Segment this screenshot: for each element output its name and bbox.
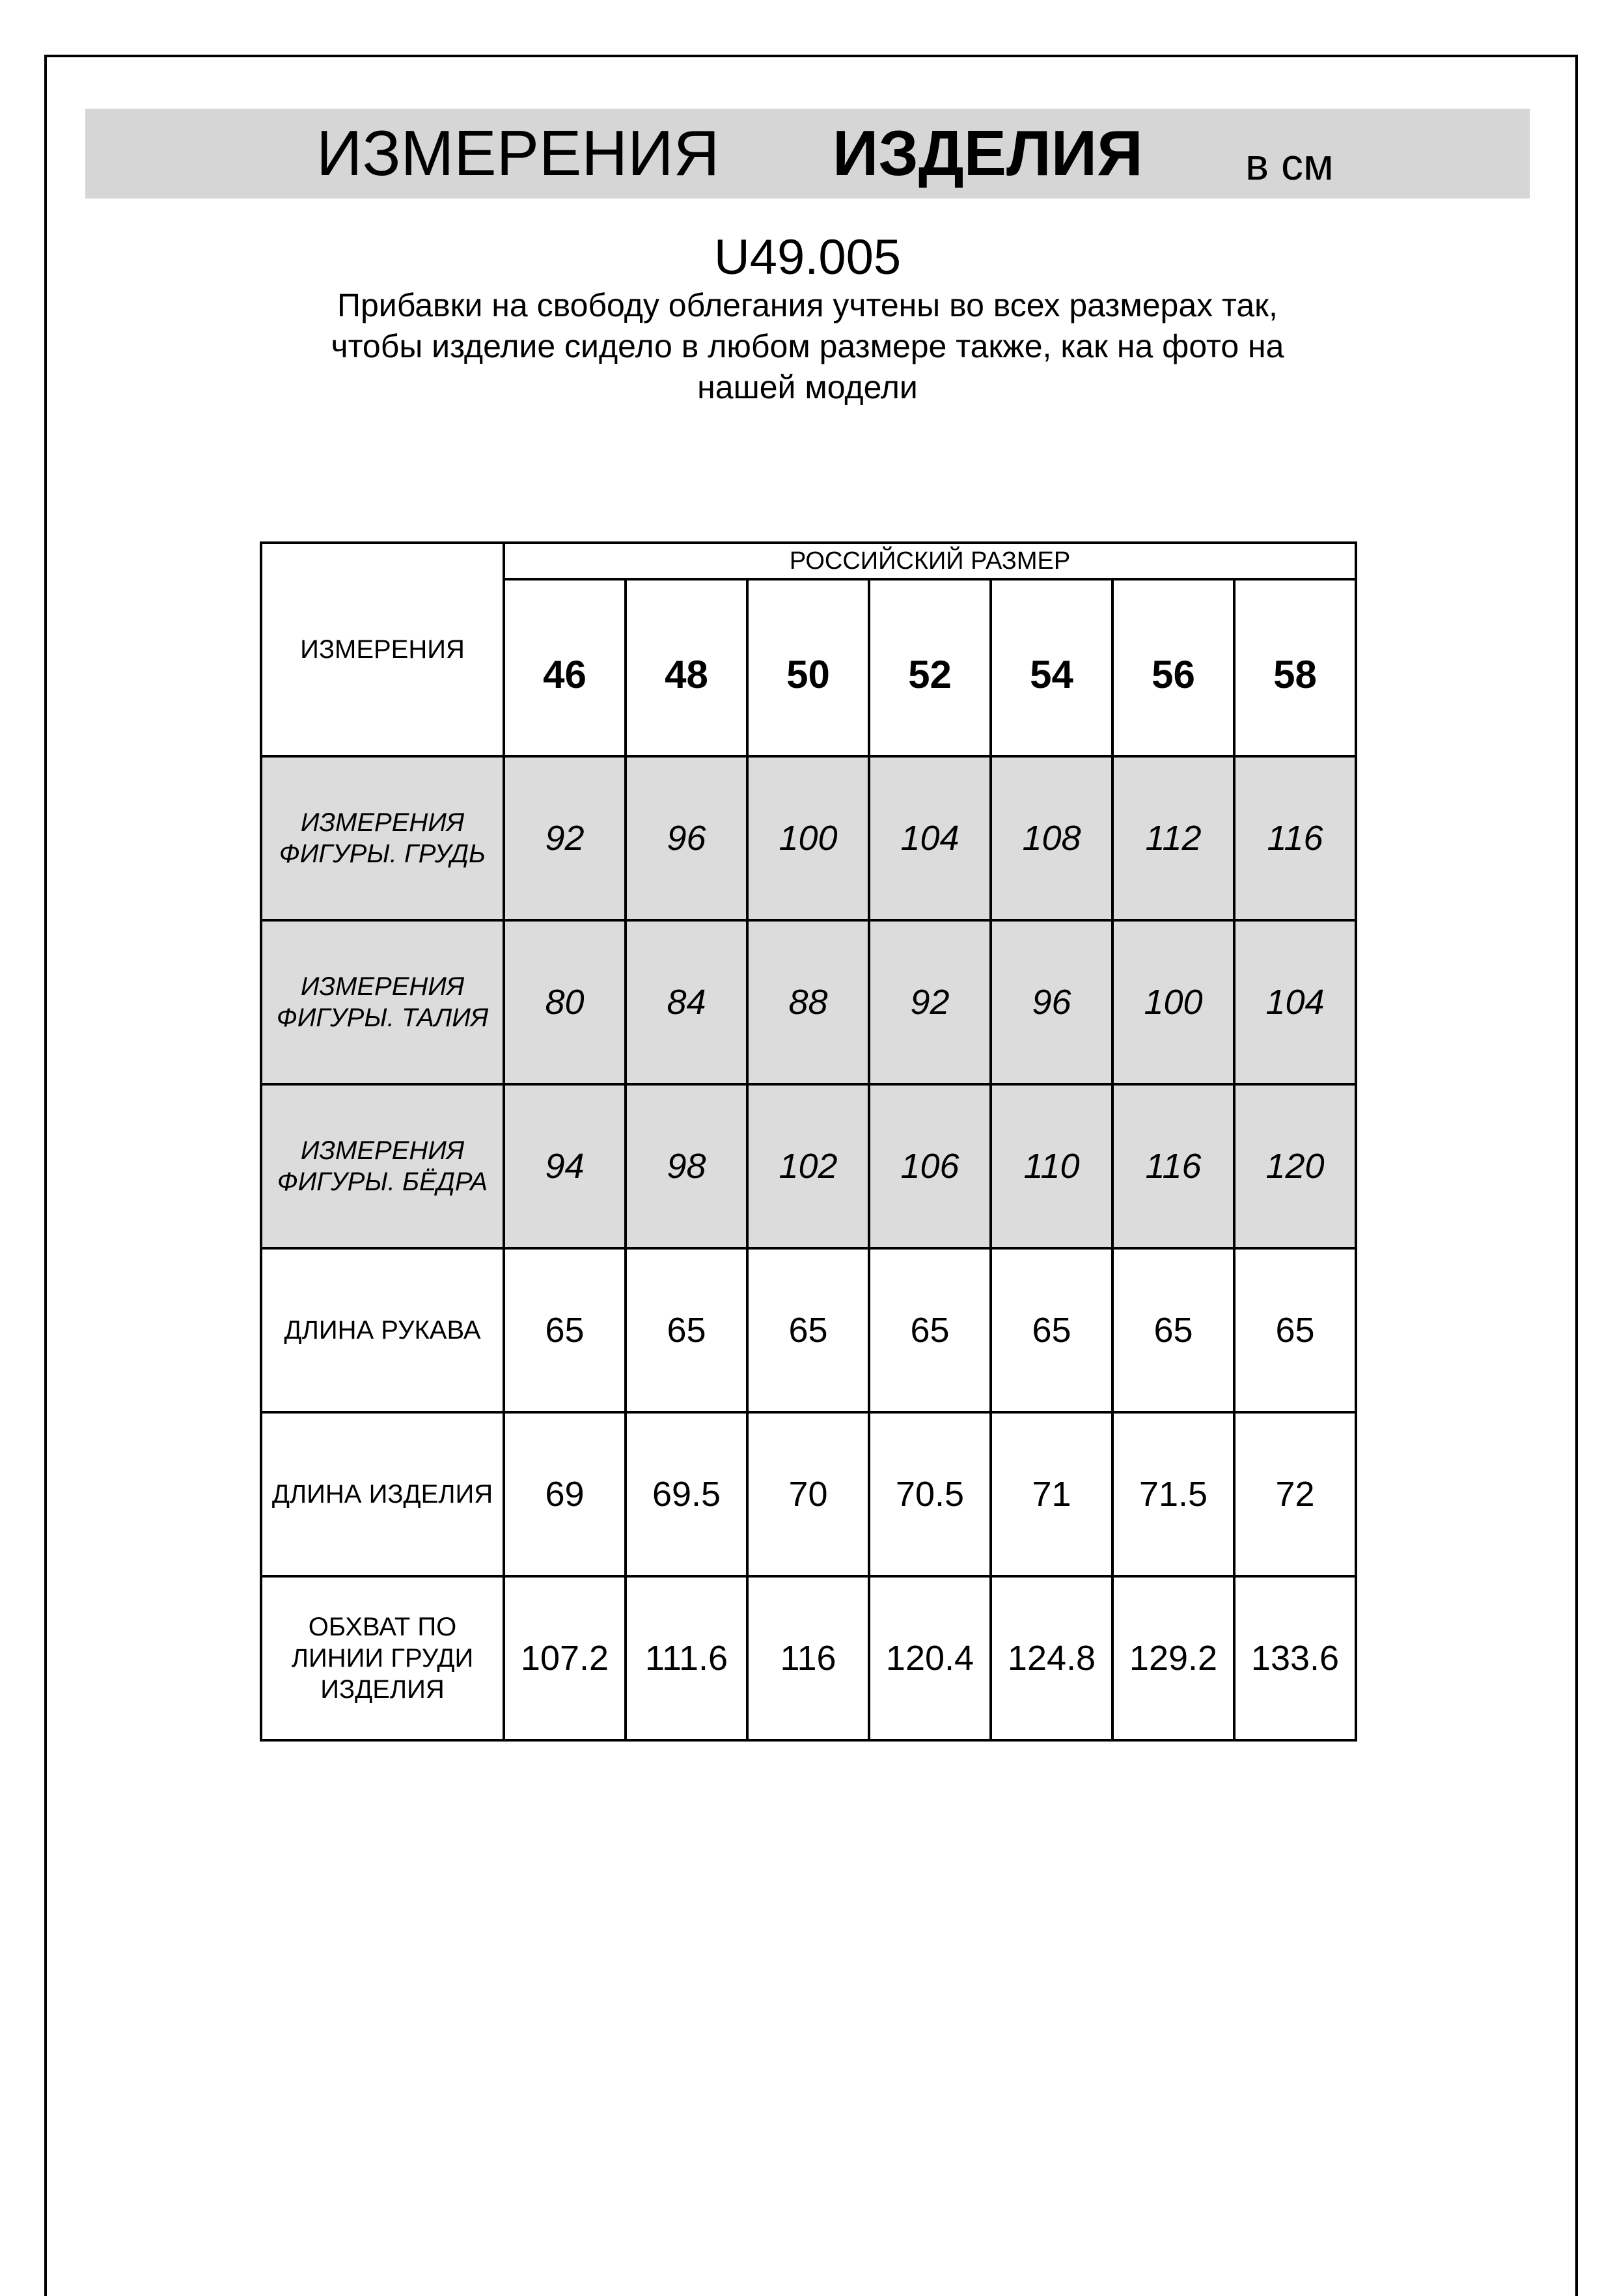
value-cell: 94	[503, 1083, 627, 1250]
title-band: ИЗМЕРЕНИЯ ИЗДЕЛИЯ в см	[85, 109, 1530, 198]
row-label: ИЗМЕРЕНИЯ ФИГУРЫ. ГРУДЬ	[260, 755, 505, 922]
value-cell: 70.5	[868, 1411, 992, 1578]
value-cell: 100	[1111, 919, 1235, 1086]
row-label-line: ДЛИНА ИЗДЕЛИЯ	[271, 1480, 493, 1509]
value-cell: 104	[868, 755, 992, 922]
note-line: Прибавки на свободу облегания учтены во …	[337, 287, 1278, 323]
value-cell: 120	[1233, 1083, 1357, 1250]
row-label-line: ОБХВАТ ПО	[308, 1613, 457, 1641]
value-cell: 71.5	[1111, 1411, 1235, 1578]
title-product: ИЗДЕЛИЯ	[833, 117, 1143, 189]
row-label-line: ЛИНИИ ГРУДИ	[291, 1644, 474, 1673]
value-cell: 69.5	[624, 1411, 749, 1578]
row-label-line: ФИГУРЫ. ТАЛИЯ	[276, 1004, 489, 1032]
row-label-line: ДЛИНА РУКАВА	[284, 1316, 481, 1345]
group-header: РОССИЙСКИЙ РАЗМЕР	[503, 541, 1357, 581]
row-label-line: ИЗМЕРЕНИЯ	[300, 972, 465, 1001]
value-cell: 111.6	[624, 1575, 749, 1742]
value-cell: 80	[503, 919, 627, 1086]
value-cell: 100	[746, 755, 870, 922]
value-cell: 70	[746, 1411, 870, 1578]
note-line: нашей модели	[697, 369, 918, 405]
value-cell: 69	[503, 1411, 627, 1578]
value-cell: 92	[868, 919, 992, 1086]
value-cell: 72	[1233, 1411, 1357, 1578]
value-cell: 116	[746, 1575, 870, 1742]
value-cell: 116	[1111, 1083, 1235, 1250]
value-cell: 88	[746, 919, 870, 1086]
row-label: ИЗМЕРЕНИЯ ФИГУРЫ. ТАЛИЯ	[260, 919, 505, 1086]
row-label: ДЛИНА РУКАВА	[260, 1247, 505, 1414]
row-label: ИЗМЕРЕНИЯ ФИГУРЫ. БЁДРА	[260, 1083, 505, 1250]
fit-note: Прибавки на свободу облегания учтены во …	[195, 285, 1420, 408]
size-table: ИЗМЕРЕНИЯ РОССИЙСКИЙ РАЗМЕР 46 48 50 52 54 56…	[260, 541, 1357, 1742]
value-cell: 65	[868, 1247, 992, 1414]
table-row: ДЛИНА РУКАВА 65 65 65 65 65 65 65	[260, 1247, 1357, 1414]
value-cell: 112	[1111, 755, 1235, 922]
size-header: 56	[1111, 578, 1235, 758]
note-line: чтобы изделие сидело в любом размере так…	[331, 328, 1284, 364]
size-header: 52	[868, 578, 992, 758]
corner-label: ИЗМЕРЕНИЯ	[260, 541, 505, 758]
row-label: ОБХВАТ ПО ЛИНИИ ГРУДИ ИЗДЕЛИЯ	[260, 1575, 505, 1742]
size-header: 54	[989, 578, 1114, 758]
value-cell: 71	[989, 1411, 1114, 1578]
value-cell: 104	[1233, 919, 1357, 1086]
value-cell: 84	[624, 919, 749, 1086]
value-cell: 96	[624, 755, 749, 922]
value-cell: 65	[1111, 1247, 1235, 1414]
table-row: ИЗМЕРЕНИЯ ФИГУРЫ. БЁДРА 94 98 102 106 110 116 12…	[260, 1083, 1357, 1250]
value-cell: 65	[503, 1247, 627, 1414]
row-label-line: ИЗМЕРЕНИЯ	[300, 1136, 465, 1165]
value-cell: 129.2	[1111, 1575, 1235, 1742]
value-cell: 65	[1233, 1247, 1357, 1414]
value-cell: 124.8	[989, 1575, 1114, 1742]
value-cell: 92	[503, 755, 627, 922]
size-header: 58	[1233, 578, 1357, 758]
product-code: U49.005	[713, 230, 902, 285]
value-cell: 96	[989, 919, 1114, 1086]
value-cell: 65	[989, 1247, 1114, 1414]
value-cell: 98	[624, 1083, 749, 1250]
size-header: 48	[624, 578, 749, 758]
row-label: ДЛИНА ИЗДЕЛИЯ	[260, 1411, 505, 1578]
title-unit: в см	[1245, 140, 1334, 189]
value-cell: 133.6	[1233, 1575, 1357, 1742]
value-cell: 107.2	[503, 1575, 627, 1742]
table-row: ОБХВАТ ПО ЛИНИИ ГРУДИ ИЗДЕЛИЯ 107.2 111.6 116…	[260, 1575, 1357, 1742]
row-label-line: ФИГУРЫ. БЁДРА	[277, 1168, 488, 1196]
row-label-line: ИЗМЕРЕНИЯ	[300, 808, 465, 837]
value-cell: 116	[1233, 755, 1357, 922]
table-row: ИЗМЕРЕНИЯ ФИГУРЫ. ГРУДЬ 92 96 100 104 108 112 11…	[260, 755, 1357, 922]
size-header: 46	[503, 578, 627, 758]
title-measurements: ИЗМЕРЕНИЯ	[316, 117, 720, 189]
value-cell: 108	[989, 755, 1114, 922]
page-frame	[44, 55, 1578, 2296]
table-row: ИЗМЕРЕНИЯ ФИГУРЫ. ТАЛИЯ 80 84 88 92 96 100 104	[260, 919, 1357, 1086]
size-header: 50	[746, 578, 870, 758]
table-row: ДЛИНА ИЗДЕЛИЯ 69 69.5 70 70.5 71 71.5 72	[260, 1411, 1357, 1578]
value-cell: 65	[746, 1247, 870, 1414]
value-cell: 106	[868, 1083, 992, 1250]
value-cell: 102	[746, 1083, 870, 1250]
value-cell: 120.4	[868, 1575, 992, 1742]
value-cell: 110	[989, 1083, 1114, 1250]
row-label-line: ИЗДЕЛИЯ	[320, 1675, 445, 1704]
row-label-line: ФИГУРЫ. ГРУДЬ	[279, 840, 486, 868]
value-cell: 65	[624, 1247, 749, 1414]
